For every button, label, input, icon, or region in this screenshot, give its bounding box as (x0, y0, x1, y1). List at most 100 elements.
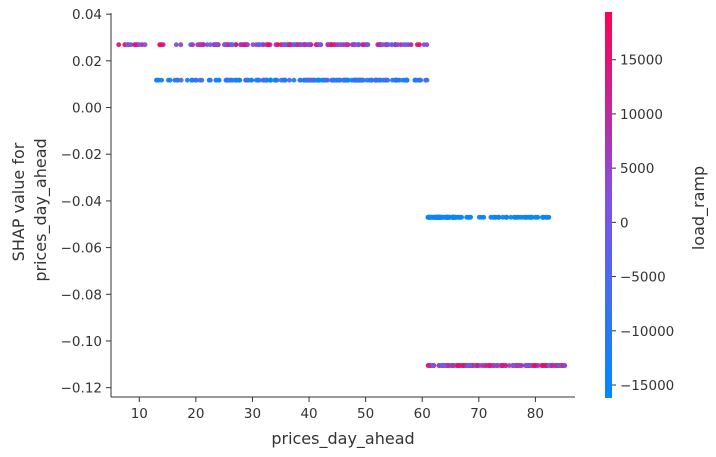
scatter-point (328, 42, 334, 48)
scatter-point (414, 77, 420, 83)
scatter-point (172, 77, 178, 83)
scatter-point (287, 77, 292, 83)
scatter-point (540, 214, 546, 220)
x-axis-label: prices_day_ahead (271, 429, 414, 449)
axes (110, 13, 575, 398)
scatter-point (508, 214, 514, 220)
scatter-point (337, 77, 343, 83)
colorbar-label: load_ramp (689, 166, 709, 250)
scatter-point (500, 363, 506, 368)
scatter-point (325, 77, 330, 83)
scatter-point (228, 77, 234, 83)
x-tick-label: 50 (357, 406, 374, 422)
scatter-point (404, 77, 409, 83)
scatter-point (178, 42, 184, 48)
scatter-point (359, 77, 364, 83)
scatter-point (495, 363, 500, 368)
scatter-point (382, 77, 388, 83)
y-tick-label: −0.06 (61, 241, 102, 257)
scatter-point (222, 42, 227, 48)
scatter-point (125, 42, 130, 48)
y-tick-label: 0.04 (72, 7, 102, 23)
x-tick-label: 10 (131, 406, 148, 422)
scatter-point (156, 77, 162, 83)
scatter-point (266, 42, 271, 48)
scatter-point (216, 77, 222, 83)
x-tick-label: 30 (244, 406, 261, 422)
scatter-point (256, 77, 262, 83)
scatter-point (356, 42, 362, 48)
scatter-point (116, 42, 122, 48)
scatter-point (257, 42, 263, 48)
colorbar-tick-label: −5000 (620, 270, 666, 286)
scatter-point (540, 363, 546, 368)
scatter-point (467, 363, 472, 368)
scatter-point (291, 77, 297, 83)
scatter-point (428, 214, 434, 220)
x-tick-label: 60 (414, 406, 431, 422)
x-tick-label: 40 (300, 406, 317, 422)
scatter-point (424, 77, 430, 83)
y-tick-label: −0.08 (61, 287, 102, 303)
scatter-point (291, 42, 297, 48)
colorbar-tick-label: 10000 (620, 107, 663, 123)
scatter-point (230, 42, 235, 48)
scatter-point (185, 77, 190, 83)
scatter-point (236, 77, 242, 83)
scatter-point (551, 363, 557, 368)
scatter-point (275, 42, 281, 48)
y-tick-label: 0.00 (72, 101, 102, 117)
scatter-point (178, 77, 184, 83)
scatter-point (190, 42, 196, 48)
scatter-point (383, 42, 388, 48)
x-tick-label: 20 (187, 406, 204, 422)
colorbar-tick-label: −10000 (620, 324, 674, 340)
scatter-point (223, 77, 229, 83)
y-tick-label: −0.02 (61, 147, 102, 163)
scatter-point (253, 42, 259, 48)
colorbar-tick-label: −15000 (620, 378, 674, 394)
x-tick-label: 80 (527, 406, 544, 422)
scatter-point (430, 363, 436, 368)
y-ticks: 0.04 0.02 0.00 −0.02 −0.04 −0.06 −0.08 −0.10 −0.… (61, 7, 111, 397)
scatter-point (346, 77, 351, 83)
scatter-point (474, 363, 480, 368)
scatter-point (437, 363, 443, 368)
scatter-point (298, 77, 303, 83)
scatter-point (496, 214, 502, 220)
scatter-point (128, 42, 134, 48)
scatter-point (282, 77, 288, 83)
scatter-point (376, 42, 382, 48)
scatter-point (194, 77, 199, 83)
y-tick-label: −0.10 (61, 334, 102, 350)
scatter-point (510, 363, 516, 368)
colorbar-ticks: 15000 10000 5000 0 −5000 −10000 −15000 (612, 53, 674, 394)
scatter-point (317, 77, 322, 83)
y-axis-label-line2: prices_day_ahead (31, 138, 51, 281)
scatter-point (274, 77, 280, 83)
x-ticks: 10 20 30 40 50 60 70 80 (131, 397, 544, 422)
scatter-point (320, 77, 326, 83)
scatter-point (305, 77, 310, 83)
scatter-point (373, 77, 378, 83)
scatter-point (487, 363, 492, 368)
scatter-point (278, 77, 284, 83)
scatter-point (445, 214, 451, 220)
scatter-point (533, 214, 538, 220)
scatter-point (260, 77, 266, 83)
scatter-point (516, 214, 521, 220)
scatter-point (206, 77, 212, 83)
colorbar-tick-label: 0 (620, 215, 629, 231)
scatter-point (360, 42, 366, 48)
scatter-point (282, 42, 288, 48)
scatter-point (480, 363, 486, 368)
scatter-point (517, 363, 522, 368)
scatter-point (245, 42, 250, 48)
scatter-point (417, 42, 422, 48)
colorbar (605, 12, 612, 398)
scatter-point (311, 77, 317, 83)
scatter-point (167, 77, 173, 83)
scatter-point (395, 42, 401, 48)
scatter-point (204, 42, 210, 48)
